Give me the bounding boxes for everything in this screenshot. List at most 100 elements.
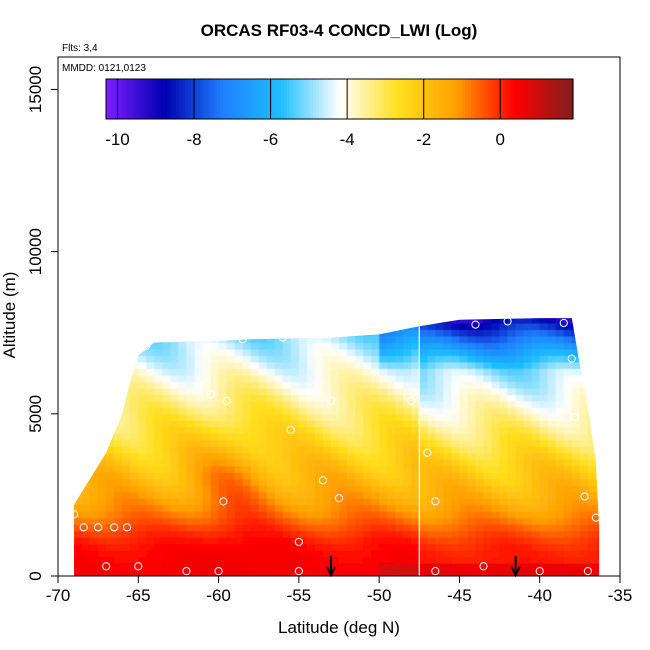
heat-cell	[499, 498, 509, 506]
heat-cell	[547, 355, 557, 363]
heat-cell	[322, 318, 332, 324]
heat-cell	[58, 355, 67, 362]
heat-cell	[266, 318, 276, 324]
heat-cell	[298, 348, 308, 357]
sample-point	[214, 567, 223, 576]
heat-cell	[330, 368, 340, 376]
heat-cell	[274, 504, 284, 512]
heat-cell	[379, 524, 388, 532]
heat-cell	[571, 348, 581, 357]
heat-cell	[547, 368, 557, 376]
heat-cell	[491, 511, 501, 519]
heat-cell	[612, 485, 621, 492]
heat-cell	[58, 550, 67, 557]
heat-cell	[475, 381, 485, 389]
heat-cell	[395, 550, 404, 558]
heat-cell	[330, 485, 340, 493]
heat-cell	[218, 511, 228, 519]
heat-cell	[82, 329, 91, 337]
heat-cell	[467, 485, 477, 493]
heat-cell	[234, 543, 244, 551]
heat-cell	[563, 433, 573, 441]
heat-cell	[515, 407, 525, 415]
heat-cell	[202, 439, 212, 447]
heat-cell	[218, 329, 228, 337]
heat-cell	[523, 400, 533, 408]
heat-cell	[282, 335, 292, 344]
heat-cell	[467, 407, 477, 415]
heat-cell	[234, 524, 244, 532]
heat-cell	[547, 413, 557, 421]
heat-cell	[491, 342, 501, 350]
heat-cell	[563, 498, 573, 506]
heat-cell	[242, 368, 252, 376]
heat-cell	[258, 368, 268, 376]
heat-cell	[186, 452, 196, 460]
heat-cell	[363, 413, 372, 421]
heat-cell	[322, 394, 332, 402]
heat-cell	[459, 517, 469, 525]
heat-cell	[403, 537, 412, 545]
heat-cell	[290, 517, 300, 525]
heat-cell	[218, 485, 228, 493]
heat-cell	[531, 318, 541, 324]
heat-cell	[298, 400, 308, 408]
heat-cell	[162, 517, 171, 525]
heat-cell	[282, 563, 292, 571]
heat-cell	[82, 472, 91, 480]
heat-cell	[58, 498, 67, 505]
heat-cell	[162, 322, 171, 331]
heat-cell	[298, 459, 308, 467]
heat-cell	[499, 504, 509, 512]
heat-cell	[114, 413, 123, 421]
heat-cell	[154, 318, 163, 324]
heat-cell	[435, 465, 444, 473]
heat-cell	[371, 517, 380, 525]
heat-cell	[170, 368, 180, 376]
heat-cell	[322, 420, 332, 428]
heat-cell	[419, 413, 428, 421]
heat-cell	[242, 550, 252, 558]
heat-cell	[419, 524, 428, 532]
heat-cell	[531, 517, 541, 525]
heat-cell	[379, 394, 388, 402]
heat-cell	[604, 407, 613, 414]
heat-cell	[242, 563, 252, 571]
heat-cell	[122, 485, 131, 493]
heat-cell	[130, 472, 139, 480]
heat-cell	[571, 543, 581, 551]
heat-cell	[595, 530, 600, 538]
colorbar-strip	[269, 79, 273, 119]
heat-cell	[587, 446, 597, 454]
heat-cell	[612, 323, 621, 330]
heat-cell	[604, 375, 613, 382]
heat-cell	[90, 511, 99, 519]
heat-cell	[178, 530, 188, 538]
heat-cell	[579, 407, 589, 415]
heat-cell	[355, 446, 364, 454]
heat-cell	[363, 368, 372, 376]
sample-point	[69, 510, 79, 519]
heat-cell	[579, 556, 589, 564]
heat-cell	[467, 472, 477, 480]
heat-cell	[459, 543, 469, 551]
heat-cell	[258, 400, 268, 408]
heat-cell	[427, 563, 436, 571]
colorbar-strip	[184, 79, 189, 119]
heat-cell	[90, 465, 99, 473]
heat-cell	[114, 348, 123, 357]
heat-cell	[290, 426, 300, 434]
heat-cell	[483, 478, 493, 486]
heat-cell	[194, 348, 204, 357]
heat-cell	[483, 439, 493, 447]
heat-cell	[355, 563, 364, 571]
colorbar-strip	[491, 79, 495, 119]
heat-cell	[499, 569, 509, 576]
heat-cell	[122, 387, 131, 395]
sample-point	[294, 537, 303, 547]
heat-cell	[170, 504, 180, 512]
heat-cell	[539, 439, 549, 447]
heat-cell	[330, 556, 340, 564]
heat-cell	[298, 329, 308, 337]
heat-cell	[355, 452, 364, 460]
